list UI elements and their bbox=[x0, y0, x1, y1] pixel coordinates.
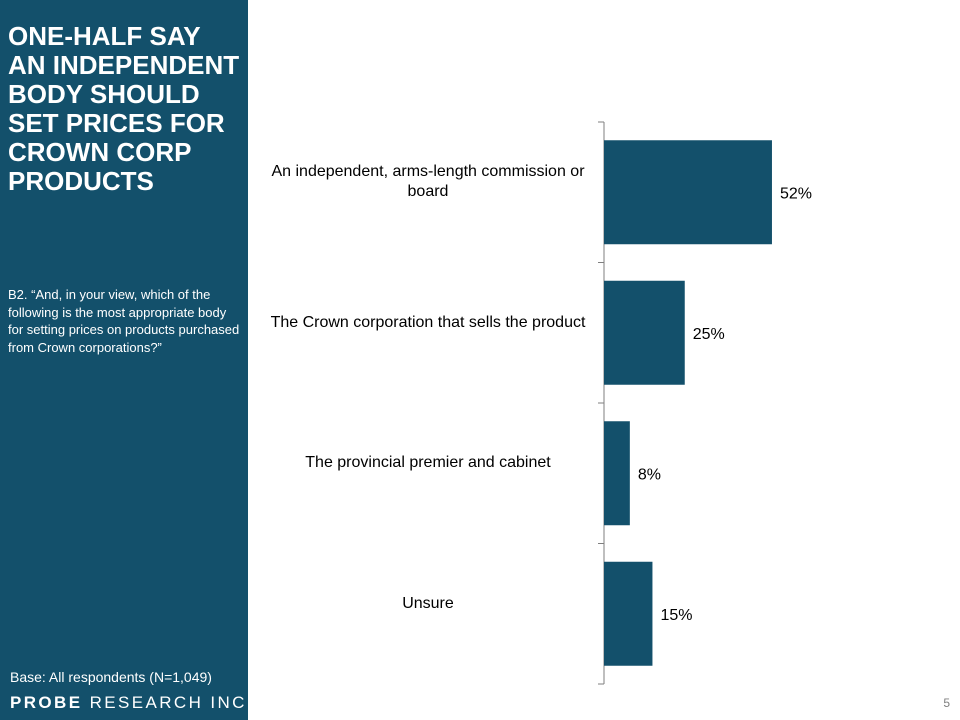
base-note: Base: All respondents (N=1,049) bbox=[10, 669, 212, 685]
page-title: ONE-HALF SAY AN INDEPENDENT BODY SHOULD … bbox=[8, 21, 240, 196]
survey-question: B2. “And, in your view, which of the fol… bbox=[8, 287, 240, 355]
category-label: An independent, arms-length commission o… bbox=[271, 163, 585, 201]
bar bbox=[604, 561, 653, 666]
category-label: Unsure bbox=[402, 594, 454, 612]
sidebar-panel: ONE-HALF SAY AN INDEPENDENT BODY SHOULD … bbox=[0, 0, 252, 720]
bar bbox=[604, 421, 630, 526]
category-label: The Crown corporation that sells the pro… bbox=[270, 313, 586, 331]
logo-secondary-text: RESEARCH INC. bbox=[89, 693, 254, 712]
data-label: 8% bbox=[638, 466, 661, 483]
logo-primary-text: PROBE bbox=[10, 693, 83, 712]
data-label: 25% bbox=[693, 326, 725, 343]
category-label: The provincial premier and cabinet bbox=[305, 454, 551, 472]
data-label: 52% bbox=[780, 185, 812, 202]
brand-logo: PROBE RESEARCH INC. bbox=[10, 692, 254, 714]
bar bbox=[604, 140, 772, 245]
page-number: 5 bbox=[943, 696, 950, 710]
bar bbox=[604, 280, 685, 385]
data-label: 15% bbox=[660, 607, 692, 624]
